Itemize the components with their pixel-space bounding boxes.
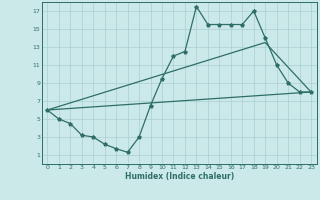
X-axis label: Humidex (Indice chaleur): Humidex (Indice chaleur) <box>124 172 234 181</box>
